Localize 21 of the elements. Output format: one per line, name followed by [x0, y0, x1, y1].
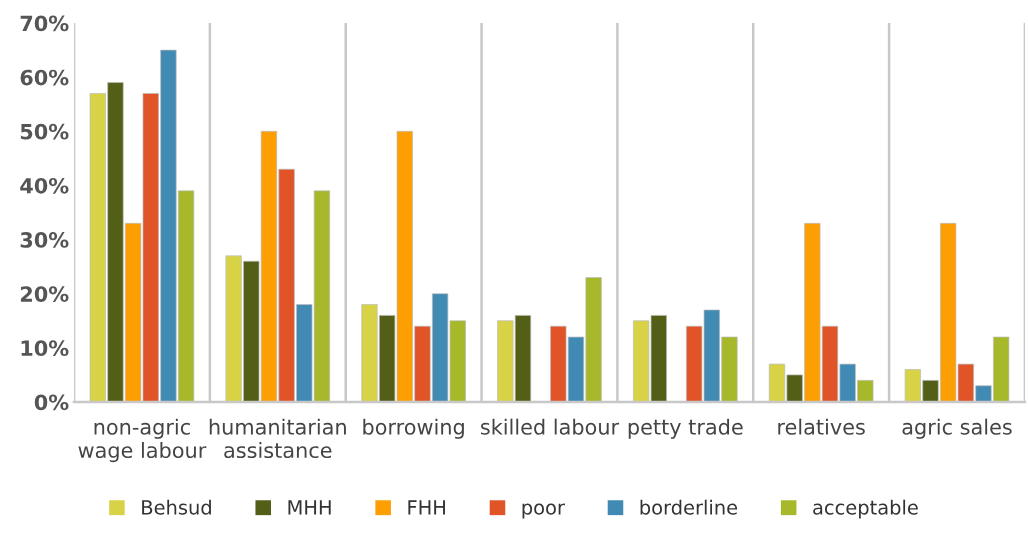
y-tick-label: 10%	[21, 340, 69, 357]
y-tick-label: 60%	[20, 69, 69, 86]
legend-label: acceptable	[813, 499, 918, 519]
legend-label: poor	[522, 503, 565, 519]
legend-label: borderline	[640, 499, 738, 515]
legend-label: Behsud	[142, 499, 211, 515]
y-tick-label: 20%	[20, 286, 69, 302]
legend-label: FHH	[408, 500, 445, 515]
y-tick-label: 50%	[20, 123, 69, 140]
x-tick-label: relatives	[778, 418, 865, 435]
legend-label: MHH	[288, 500, 331, 515]
x-tick-label: humanitarian assistance	[209, 418, 346, 459]
x-tick-label: agric sales	[902, 418, 1012, 439]
x-tick-label: borrowing	[363, 418, 464, 439]
y-tick-label: 30%	[20, 232, 69, 248]
x-tick-label: petty trade	[628, 418, 743, 439]
x-tick-label: skilled labour	[480, 418, 620, 435]
y-tick-label: 70%	[20, 15, 69, 32]
x-tick-label: non-agric wage labour	[78, 418, 207, 463]
y-tick-label: 40%	[20, 177, 69, 194]
y-tick-label: 0%	[34, 394, 69, 411]
